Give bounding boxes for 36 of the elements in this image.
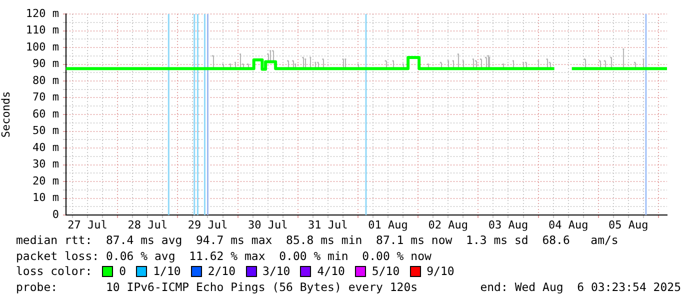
x-tick-label: 05 Aug xyxy=(608,218,648,232)
y-tick-label: 0 xyxy=(52,208,59,221)
x-tick-label: 30 Jul xyxy=(248,218,288,232)
legend-label: 9/10 xyxy=(426,264,454,280)
legend-label: 2/10 xyxy=(208,264,236,280)
y-tick-label: 50 m xyxy=(32,124,60,138)
legend-label: 3/10 xyxy=(262,264,290,280)
y-tick-label: 10 m xyxy=(32,191,60,204)
x-tick-label: 01 Aug xyxy=(368,218,408,232)
legend-label: 1/10 xyxy=(153,264,181,280)
y-tick-label: 60 m xyxy=(32,107,60,120)
x-tick-label: 02 Aug xyxy=(428,218,468,232)
y-tick-label: 40 m xyxy=(32,140,60,154)
y-axis-title: Seconds xyxy=(0,91,12,138)
legend-label: 5/10 xyxy=(372,264,400,280)
y-tick-label: 100 m xyxy=(26,40,60,54)
legend-title: loss color: xyxy=(16,264,92,280)
x-tick-label: 03 Aug xyxy=(488,218,528,232)
x-tick-label: 04 Aug xyxy=(548,218,588,232)
x-tick-label: 31 Jul xyxy=(308,218,348,232)
legend-label: 0 xyxy=(119,264,126,280)
text: packet loss: 0.06 % avg 11.62 % max 0.00 % min 0.00 % now xyxy=(16,248,432,264)
x-tick-label: 29 Jul xyxy=(188,218,228,232)
y-tick-label: 70 m xyxy=(32,90,60,104)
text: median rtt: 87.4 ms avg 94.7 ms max 85.8 ms min 87.1 ms now 1.3 ms sd 68.6 am/s xyxy=(16,233,620,248)
x-tick-label: 27 Jul xyxy=(68,218,108,232)
x-tick-label: 28 Jul xyxy=(128,218,168,232)
legend-label: 4/10 xyxy=(317,264,345,280)
y-tick-label: 30 m xyxy=(32,158,60,171)
y-tick-label: 90 m xyxy=(32,57,60,70)
text: probe: 10 IPv6-ICMP Echo Pings (56 Bytes) every 120s xyxy=(16,280,418,295)
y-tick-label: 120 m xyxy=(26,6,60,20)
y-tick-label: 110 m xyxy=(26,24,60,37)
text: end: Wed Aug 6 03:23:54 2025 xyxy=(480,280,681,295)
y-tick-label: 20 m xyxy=(32,174,60,188)
y-tick-label: 80 m xyxy=(32,74,60,87)
